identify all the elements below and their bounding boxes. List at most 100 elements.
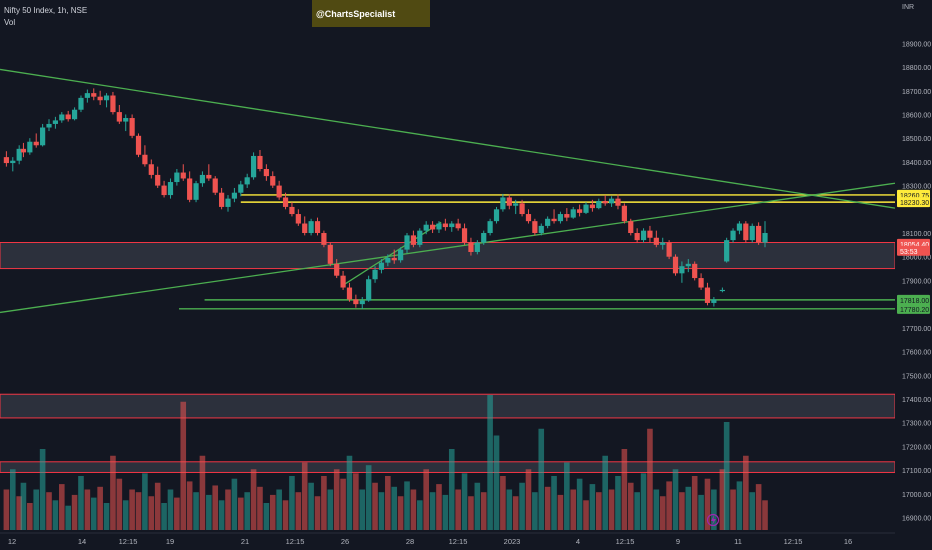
candle-body [628,221,634,234]
price-label: 17818.00 [900,298,929,305]
volume-bar [148,496,155,530]
candle-body [116,112,122,122]
candle-body [52,120,59,124]
candle-body [65,114,71,120]
volume-bar [327,489,334,530]
y-tick-label: 16900.00 [902,516,931,523]
volume-bar [58,484,65,530]
candle-body [270,176,276,186]
volume-bar [538,428,545,530]
candle-body [692,263,698,279]
candle-body [577,209,583,213]
volume-bar [755,484,762,530]
y-tick-label: 18300.00 [902,184,931,191]
volume-bar [532,492,538,530]
volume-bar [442,494,449,530]
x-tick-label: 12 [8,537,16,546]
volume-bar [167,489,174,530]
zone-box [0,393,896,419]
candle-body [660,242,666,245]
volume-bar [448,449,455,530]
volume-bar [679,492,685,530]
trendline [0,68,896,209]
candle-body [608,198,615,204]
volume-bar [359,489,366,530]
y-tick-label: 17900.00 [902,278,931,285]
candle-body [455,223,461,229]
candle-body [359,300,365,305]
candle-body [276,185,282,198]
candle-body [602,201,608,204]
volume-bar [289,476,295,530]
candle-body [404,235,410,250]
volume-bar [589,484,596,530]
volume-bar [9,469,16,530]
lightning-icon-ring [706,513,720,527]
volume-bar [16,496,22,530]
x-tick-label: 21 [241,537,249,546]
candle-body [187,178,193,200]
y-tick-label: 17700.00 [902,326,931,333]
volume-bar [621,449,628,530]
volume-bar [135,492,142,530]
candle-body [736,223,743,231]
volume-bar [276,489,282,530]
y-tick-label: 18600.00 [902,112,931,119]
candle-body [71,109,78,120]
x-tick-label: 12:15 [286,537,305,546]
currency-label: INR [902,4,915,11]
candle-body [481,233,487,243]
candle-body [461,228,468,243]
candle-body [557,214,564,222]
candle-body [487,221,493,234]
price-label: 18230.30 [900,200,929,207]
candle-body [129,118,135,136]
candle-body [506,197,512,206]
volume-bar [659,496,666,530]
candle-body [589,204,596,209]
x-tick-label: 12:15 [449,537,468,546]
lightning-icon[interactable] [706,513,720,527]
x-tick-label: 9 [676,537,680,546]
volume-bar [257,486,263,530]
candle-body [719,289,725,292]
volume-bar [762,500,768,530]
candle-body [711,299,717,303]
candle-body [685,263,691,267]
candle-body [493,209,500,222]
price-axis [895,0,932,550]
candle-body [500,197,506,210]
volume-bar [71,494,78,530]
volume-bar [672,469,679,530]
candle-body [366,279,372,301]
candle-body [704,287,711,303]
candle-body [27,141,33,153]
candle-body [762,233,768,243]
y-tick-label: 17600.00 [902,350,931,357]
volume-bar [372,482,378,530]
volume-bar [269,494,276,530]
y-tick-label: 18500.00 [902,136,931,143]
volume-bar [615,476,621,530]
candle-body [103,95,110,101]
trendline [0,182,896,314]
candle-body [238,184,244,193]
y-tick-label: 18700.00 [902,89,931,96]
candle-body [212,178,218,193]
x-tick-label: 11 [734,537,742,546]
volume-bar [493,435,500,530]
candle-body [199,174,206,184]
volume-bar [52,500,59,530]
volume-bar [730,489,736,530]
volume-bar [436,484,442,530]
volume-bar [634,492,640,530]
candle-body [174,172,180,183]
y-tick-label: 18400.00 [902,160,931,167]
candle-body [20,148,27,153]
volume-bar [487,395,493,530]
price-label-box [897,245,930,256]
volume-bar [391,486,398,530]
volume-bar [193,492,199,530]
